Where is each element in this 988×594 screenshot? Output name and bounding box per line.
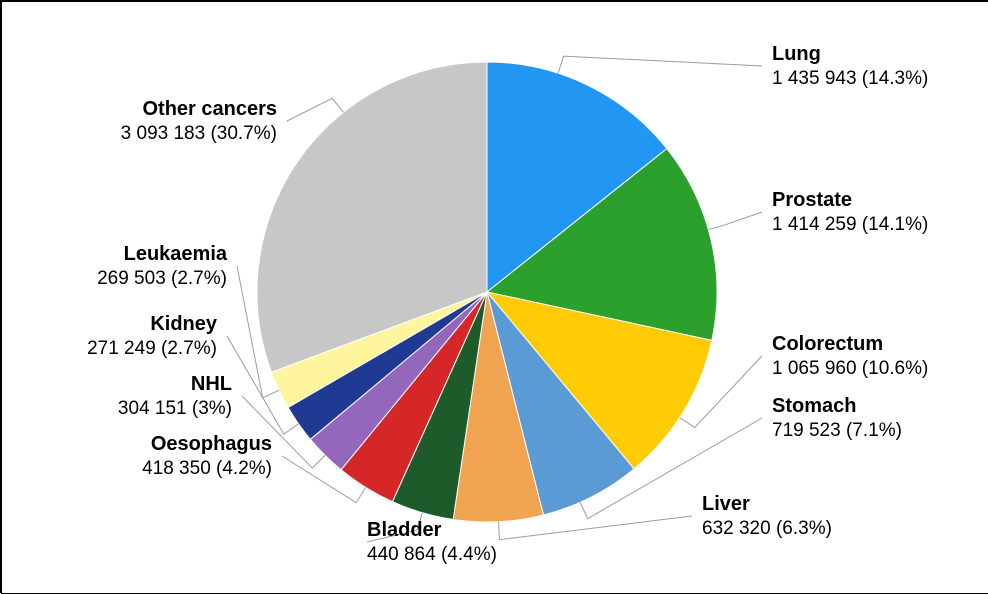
slice-label: Bladder440 864 (4.4%) (367, 518, 497, 567)
pie-svg (2, 2, 988, 594)
slice-label-value: 440 864 (4.4%) (367, 543, 497, 567)
slice-label: Liver632 320 (6.3%) (702, 492, 832, 541)
slice-label-name: Oesophagus (142, 432, 272, 457)
slice-label: Kidney271 249 (2.7%) (87, 312, 217, 361)
slice-label-value: 1 065 960 (10.6%) (772, 357, 928, 381)
slice-label-name: Prostate (772, 188, 928, 213)
slice-label: Leukaemia269 503 (2.7%) (97, 242, 227, 291)
slice-label-value: 304 151 (3%) (118, 397, 232, 421)
leader-line (287, 98, 343, 121)
slice-label-name: Colorectum (772, 332, 928, 357)
slice-label: Colorectum1 065 960 (10.6%) (772, 332, 928, 381)
slice-label-name: Lung (772, 42, 928, 67)
leader-line (558, 56, 762, 73)
slice-label-value: 719 523 (7.1%) (772, 419, 902, 443)
slice-label: Lung1 435 943 (14.3%) (772, 42, 928, 91)
slice-label: NHL304 151 (3%) (118, 372, 232, 421)
slice-label-name: Other cancers (121, 97, 277, 122)
slice-label-name: Kidney (87, 312, 217, 337)
slice-label-value: 1 435 943 (14.3%) (772, 67, 928, 91)
slice-label-value: 271 249 (2.7%) (87, 337, 217, 361)
slice-label-name: NHL (118, 372, 232, 397)
slice-label-value: 3 093 183 (30.7%) (121, 122, 277, 146)
slice-label-name: Bladder (367, 518, 497, 543)
slice-label-name: Liver (702, 492, 832, 517)
slice-label: Other cancers3 093 183 (30.7%) (121, 97, 277, 146)
slice-label-value: 418 350 (4.2%) (142, 457, 272, 481)
slice-label-name: Leukaemia (97, 242, 227, 267)
slice-label-value: 632 320 (6.3%) (702, 517, 832, 541)
slice-label-name: Stomach (772, 394, 902, 419)
slice-label: Stomach719 523 (7.1%) (772, 394, 902, 443)
slice-label: Prostate1 414 259 (14.1%) (772, 188, 928, 237)
leader-line (499, 516, 692, 540)
slice-label-value: 1 414 259 (14.1%) (772, 213, 928, 237)
slice-label-value: 269 503 (2.7%) (97, 267, 227, 291)
slice-label: Oesophagus418 350 (4.2%) (142, 432, 272, 481)
leader-line (708, 212, 762, 230)
cancer-pie-chart: Lung1 435 943 (14.3%) Prostate1 414 259 (… (2, 2, 988, 594)
